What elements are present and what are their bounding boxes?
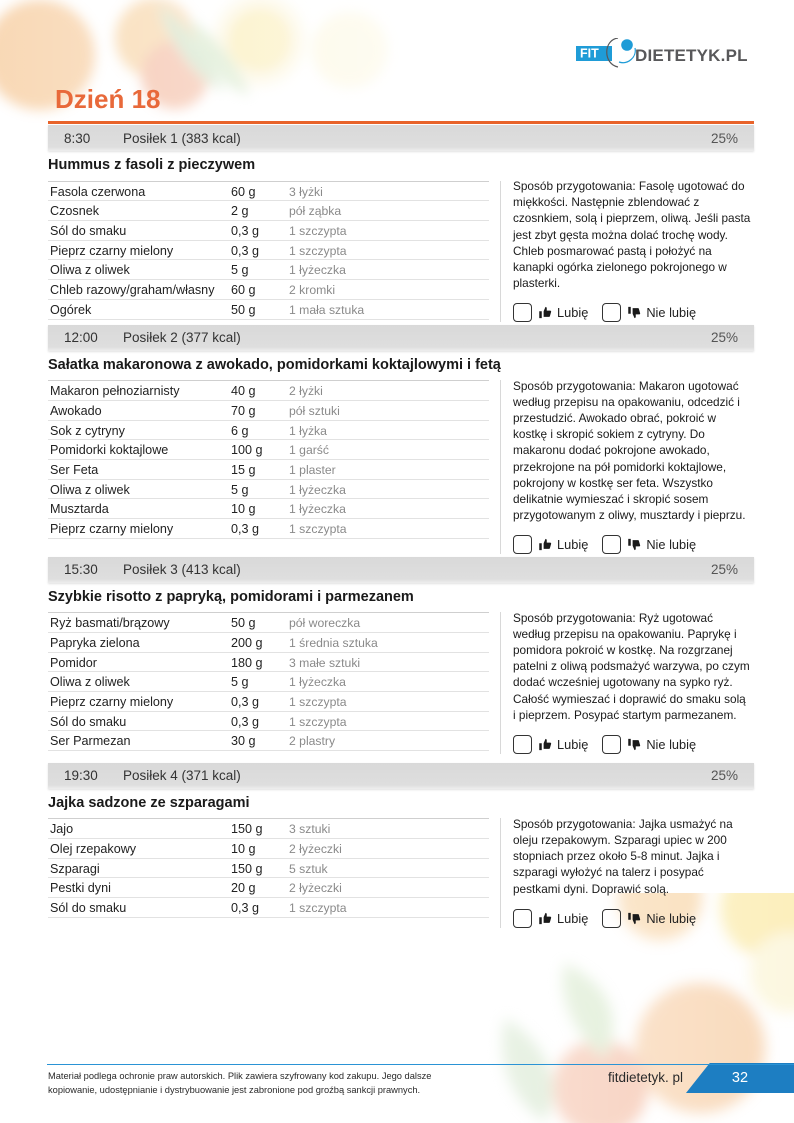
svg-text:FIT: FIT bbox=[580, 47, 599, 61]
svg-text:DIETETYK.PL: DIETETYK.PL bbox=[635, 46, 748, 65]
